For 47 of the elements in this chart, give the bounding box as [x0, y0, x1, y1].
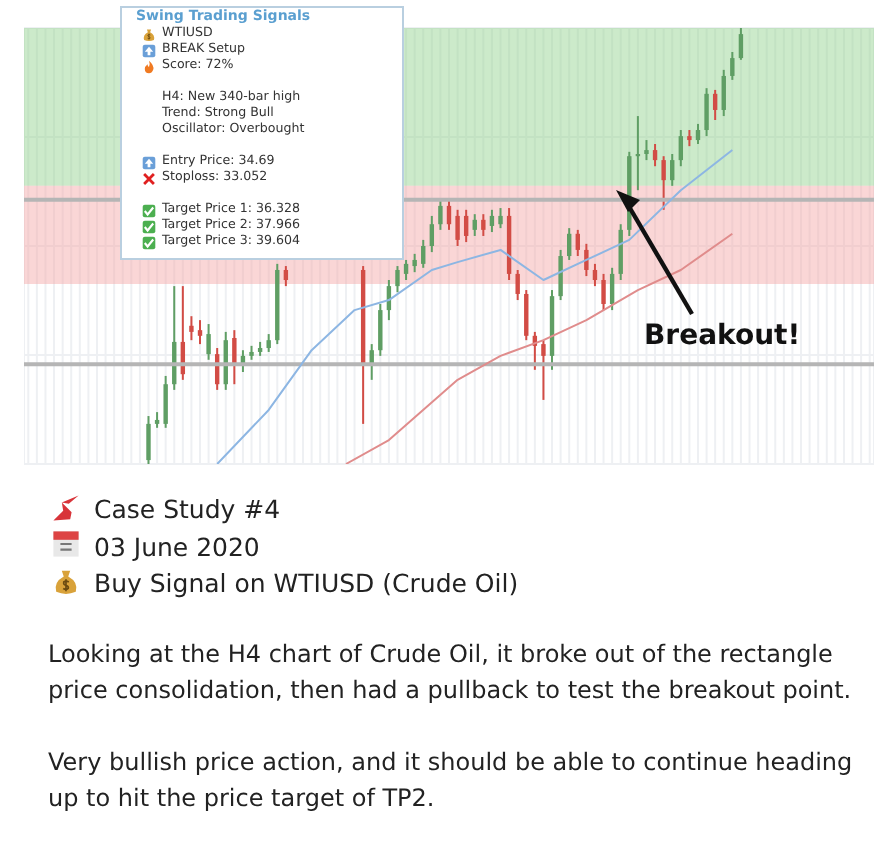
candlestick [584, 242, 589, 278]
candlestick [232, 329, 237, 386]
text: Very bullish price action, and it should be able to continue heading up to hit the price target of TP2. [48, 746, 855, 816]
candlestick [670, 153, 675, 187]
candlestick [455, 208, 460, 247]
candlestick [609, 266, 615, 312]
candlestick [438, 198, 443, 231]
candlestick [652, 142, 658, 168]
candlestick [575, 228, 580, 258]
text: Buy Signal on WTIUSD (Crude Oil) [94, 568, 519, 598]
candlestick [567, 227, 572, 261]
candlestick [695, 122, 701, 145]
candlestick [283, 265, 289, 288]
candlestick [712, 88, 718, 121]
candlestick [738, 28, 744, 61]
candlestick [721, 68, 726, 118]
candlestick [558, 248, 563, 302]
candlestick [678, 129, 684, 168]
candlestick [592, 262, 598, 288]
candlestick [730, 50, 735, 81]
candlestick [206, 323, 211, 361]
candlestick [524, 289, 529, 342]
annotation: Breakout! [644, 320, 801, 352]
candlestick [481, 213, 486, 237]
candlestick [146, 415, 151, 464]
candlestick [541, 339, 546, 401]
candlestick [378, 302, 383, 357]
candlestick [644, 139, 649, 162]
candlestick [472, 213, 477, 237]
candlestick [412, 252, 417, 274]
candlestick [395, 265, 400, 294]
candlestick [489, 208, 495, 234]
candlestick [601, 272, 606, 312]
candlestick [421, 238, 426, 269]
candlestick [498, 207, 503, 230]
text: Case Study #4 [94, 494, 281, 524]
candlestick [661, 155, 666, 211]
candlestick [197, 319, 203, 346]
candlestick [429, 214, 435, 254]
candlestick [704, 87, 709, 138]
candlestick [515, 268, 520, 302]
candlestick [163, 374, 168, 429]
candlestick [403, 258, 409, 282]
text: Looking at the H4 chart of Crude Oil, it broke out of the rectangle price consolidation, then had a pullback to test the breakout point. [48, 638, 854, 708]
text: 03 June 2020 [94, 531, 260, 561]
candlestick [189, 315, 194, 342]
candlestick [463, 208, 469, 244]
